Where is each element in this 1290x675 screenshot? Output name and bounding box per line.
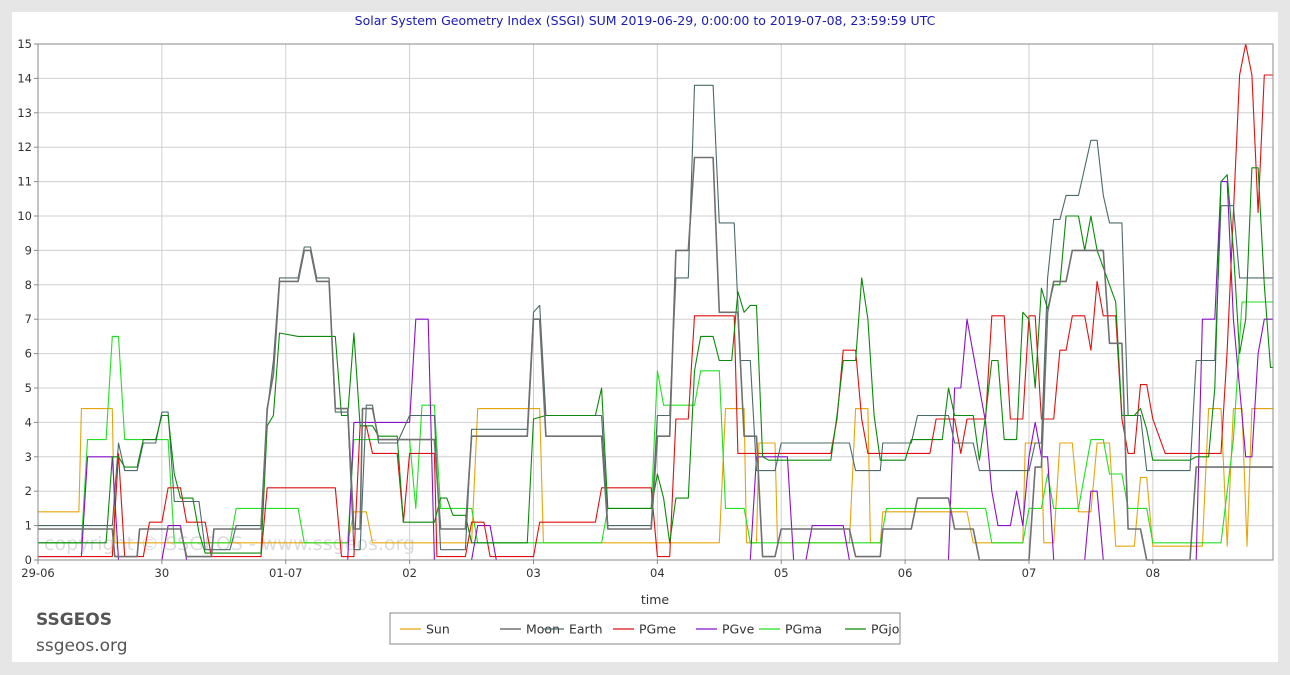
x-tick-label: 04 — [650, 566, 665, 580]
y-tick-label: 1 — [25, 519, 32, 533]
legend-label-sun: Sun — [426, 622, 450, 637]
y-tick-label: 12 — [17, 140, 32, 154]
x-tick-label: 01-07 — [269, 566, 302, 580]
y-tick-label: 8 — [25, 278, 32, 292]
legend-box — [389, 612, 901, 645]
data-series — [38, 43, 1273, 561]
legend-label-pgma: PGma — [785, 622, 822, 637]
series-line-pgma — [38, 301, 1273, 544]
series-line-pgve — [38, 181, 1273, 561]
x-axis-label: time — [641, 592, 670, 607]
y-tick-label: 2 — [25, 484, 32, 498]
y-tick-label: 6 — [25, 347, 32, 361]
y-tick-label: 0 — [25, 553, 32, 567]
chart-panel: Solar System Geometry Index (SSGI) SUM 2… — [12, 12, 1278, 662]
series-line-moon — [38, 156, 1273, 561]
legend-label-earth: Earth — [569, 622, 603, 637]
y-tick-label: 15 — [17, 37, 32, 51]
series-line-sun — [38, 408, 1273, 547]
series-line-pgme — [38, 43, 1273, 558]
legend: Sun Moon Earth PGme PGve PGma PGjo — [389, 612, 901, 645]
legend-label-pgjo: PGjo — [871, 622, 899, 637]
y-tick-label: 13 — [17, 106, 32, 120]
brand-name: SSGEOS — [36, 610, 112, 630]
y-tick-label: 7 — [25, 312, 32, 326]
y-tick-label: 3 — [25, 450, 32, 464]
x-tick-label: 05 — [774, 566, 789, 580]
x-tick-label: 30 — [155, 566, 170, 580]
plot-border — [37, 43, 1274, 561]
y-tick-label: 14 — [17, 71, 32, 85]
legend-label-pgme: PGme — [639, 622, 676, 637]
chart: Solar System Geometry Index (SSGI) SUM 2… — [17, 13, 1274, 645]
y-tick-label: 10 — [17, 209, 32, 223]
series-line-pgjo — [38, 167, 1273, 554]
chart-title: Solar System Geometry Index (SSGI) SUM 2… — [355, 13, 936, 28]
copyright-watermark: copyright © SSGEOS - www.ssgeos.org — [44, 533, 415, 555]
y-tick-label: 9 — [25, 243, 32, 257]
y-tick-label: 4 — [25, 415, 32, 429]
gridlines — [37, 43, 1273, 561]
x-tick-label: 06 — [898, 566, 913, 580]
x-tick-label: 02 — [402, 566, 417, 580]
brand-url: ssgeos.org — [36, 636, 128, 656]
y-tick-label: 5 — [25, 381, 32, 395]
x-tick-label: 29-06 — [21, 566, 54, 580]
series-line-earth — [38, 84, 1273, 551]
x-tick-label: 03 — [526, 566, 541, 580]
x-tick-label: 08 — [1146, 566, 1161, 580]
y-tick-label: 11 — [17, 175, 32, 189]
legend-label-pgve: PGve — [722, 622, 755, 637]
x-tick-label: 07 — [1022, 566, 1037, 580]
